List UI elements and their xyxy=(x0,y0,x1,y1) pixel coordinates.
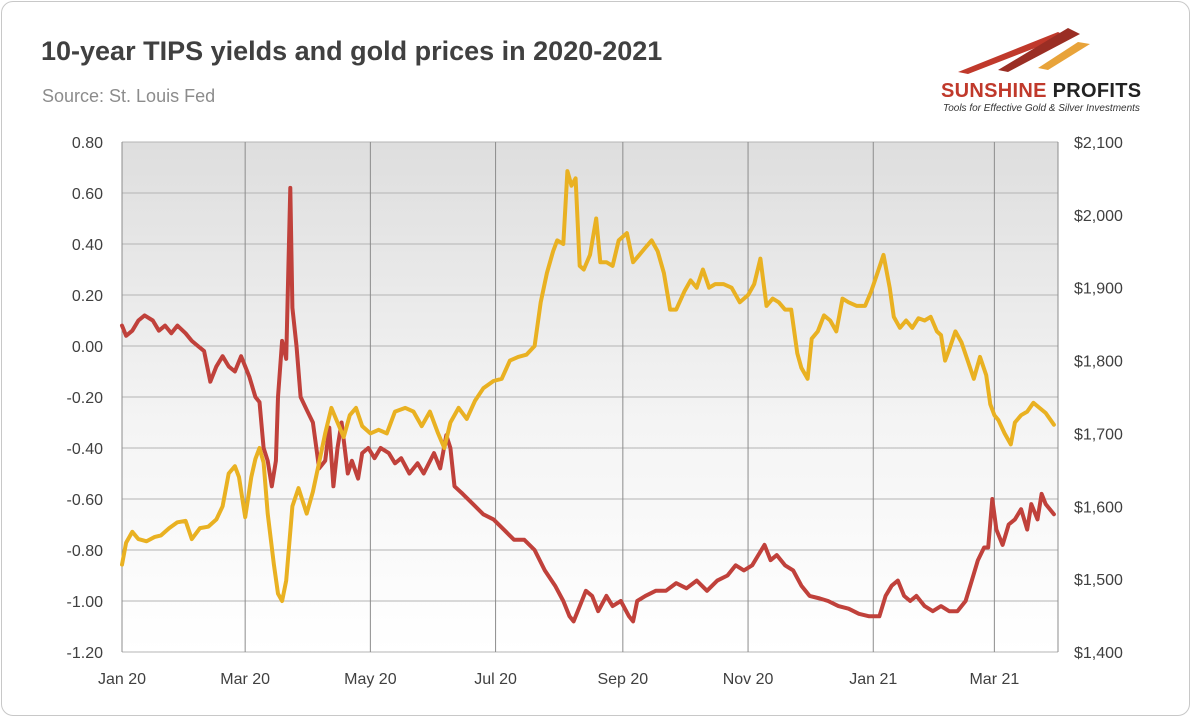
y-left-tick-label: -0.40 xyxy=(67,441,104,458)
y-left-tick-label: -0.20 xyxy=(67,390,104,407)
logo-swoosh-icon xyxy=(958,28,1090,74)
y-left-tick-label: -0.80 xyxy=(67,543,104,560)
y-right-tick-label: $1,500 xyxy=(1074,572,1123,589)
y-left-tick-label: -1.00 xyxy=(67,594,104,611)
y-left-tick-label: 0.60 xyxy=(72,186,103,203)
x-axis: Jan 20 Mar 20 May 20 Jul 20 Sep 20 Nov 20 Jan … xyxy=(98,671,1019,688)
y-left-tick-label: 0.20 xyxy=(72,288,103,305)
y-axis-right: $2,100 $2,000 $1,900 $1,800 $1,700 $1,600 $1,5… xyxy=(1074,135,1123,662)
series-lines xyxy=(120,169,1056,624)
sunshine-profits-logo: SUNSHINE PROFITS Tools for Effective Gol… xyxy=(938,22,1170,122)
y-axis-left: 0.80 0.60 0.40 0.20 0.00 -0.20 -0.40 -0.60 -0.80… xyxy=(67,135,104,662)
y-right-tick-label: $2,000 xyxy=(1074,208,1123,225)
x-tick-label: May 20 xyxy=(344,671,397,688)
gold-price-line xyxy=(120,169,1056,603)
y-right-tick-label: $1,900 xyxy=(1074,281,1123,298)
y-right-tick-label: $1,800 xyxy=(1074,354,1123,371)
logo-name-part2: PROFITS xyxy=(1046,80,1142,102)
y-left-tick-label: -1.20 xyxy=(67,645,104,662)
chart-subtitle: Source: St. Louis Fed xyxy=(42,86,216,106)
y-right-tick-label: $1,700 xyxy=(1074,426,1123,443)
x-tick-label: Jan 21 xyxy=(849,671,897,688)
x-tick-label: Sep 20 xyxy=(597,671,648,688)
logo-name: SUNSHINE PROFITS xyxy=(941,80,1141,103)
y-right-tick-label: $1,400 xyxy=(1074,645,1123,662)
chart-title: 10-year TIPS yields and gold prices in 2… xyxy=(41,36,663,66)
y-left-tick-label: -0.60 xyxy=(67,492,104,509)
y-left-tick-label: 0.80 xyxy=(72,135,103,152)
logo-tagline: Tools for Effective Gold & Silver Invest… xyxy=(943,103,1140,114)
logo-name-part1: SUNSHINE xyxy=(941,80,1047,102)
grid-lines xyxy=(121,141,1059,653)
x-tick-label: Jan 20 xyxy=(98,671,146,688)
x-tick-label: Mar 20 xyxy=(220,671,270,688)
x-tick-label: Nov 20 xyxy=(723,671,774,688)
y-left-tick-label: 0.00 xyxy=(72,339,103,356)
y-right-tick-label: $2,100 xyxy=(1074,135,1123,152)
y-right-tick-label: $1,600 xyxy=(1074,499,1123,516)
tips-yield-line xyxy=(120,185,1056,624)
x-tick-label: Mar 21 xyxy=(969,671,1019,688)
y-left-tick-label: 0.40 xyxy=(72,237,103,254)
x-tick-label: Jul 20 xyxy=(474,671,517,688)
